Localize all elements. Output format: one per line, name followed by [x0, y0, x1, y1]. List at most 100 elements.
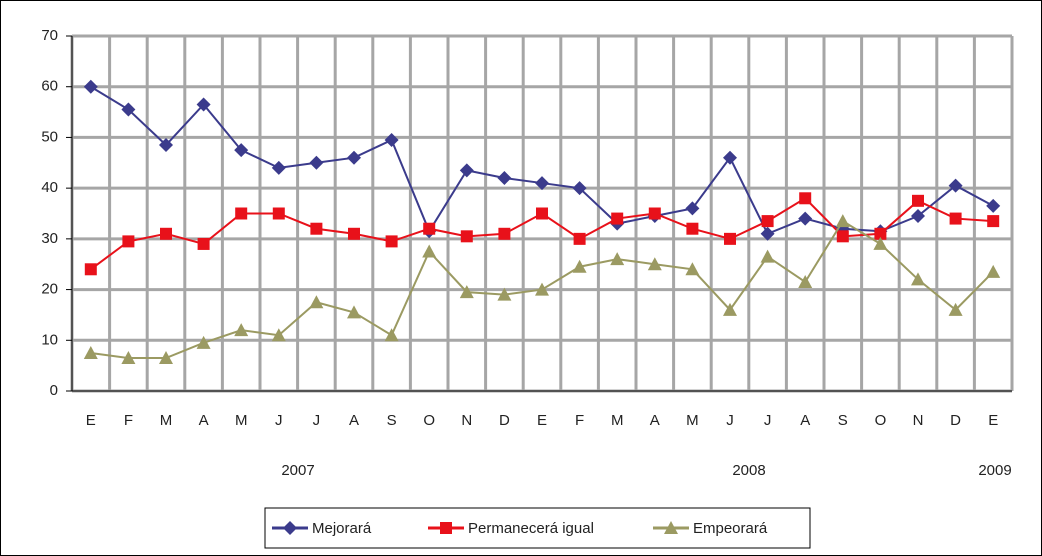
marker — [911, 272, 925, 286]
marker — [873, 236, 888, 250]
marker — [160, 227, 172, 240]
legend-marker — [440, 522, 452, 534]
marker — [685, 262, 700, 276]
marker — [310, 222, 323, 235]
marker — [197, 237, 210, 250]
marker — [384, 132, 399, 147]
marker — [423, 222, 436, 235]
marker — [235, 207, 248, 220]
x-tick-label: M — [160, 412, 173, 429]
marker — [798, 211, 813, 226]
x-tick-label: E — [537, 412, 547, 429]
y-tick-label: 10 — [41, 331, 58, 348]
marker — [497, 171, 512, 185]
marker — [384, 328, 399, 342]
marker — [121, 102, 136, 117]
x-tick-label: A — [650, 412, 660, 429]
marker — [536, 207, 548, 220]
marker — [83, 345, 98, 359]
marker — [83, 79, 98, 94]
marker — [234, 323, 249, 337]
x-tick-label: M — [686, 412, 699, 429]
marker — [159, 138, 173, 153]
marker — [234, 143, 249, 158]
y-tick-label: 40 — [41, 179, 58, 196]
x-tick-label: A — [800, 412, 810, 429]
marker — [271, 160, 286, 175]
marker — [460, 230, 473, 243]
marker — [422, 244, 437, 258]
marker — [874, 227, 887, 240]
marker — [347, 305, 361, 319]
marker — [760, 226, 775, 241]
x-tick-label: A — [199, 412, 209, 429]
x-tick-label: J — [275, 412, 283, 429]
legend-box — [264, 507, 811, 549]
marker — [986, 264, 1001, 278]
x-tick-label: N — [913, 412, 924, 429]
marker — [122, 235, 135, 248]
marker — [836, 230, 849, 243]
marker — [309, 295, 324, 309]
marker — [760, 249, 775, 263]
marker — [309, 155, 324, 170]
marker — [459, 285, 474, 299]
y-tick-label: 30 — [41, 230, 58, 247]
legend-label: Empeorará — [693, 520, 768, 537]
marker — [498, 227, 511, 240]
marker — [459, 163, 474, 178]
marker — [535, 176, 549, 191]
marker — [685, 201, 700, 216]
year-label: 2009 — [978, 462, 1011, 479]
marker — [196, 97, 211, 112]
x-tick-label: D — [950, 412, 961, 429]
marker — [84, 263, 97, 276]
x-tick-label: O — [875, 412, 887, 429]
marker — [911, 209, 925, 224]
year-label: 2007 — [281, 462, 314, 479]
marker — [724, 232, 736, 245]
marker — [986, 198, 1001, 213]
x-tick-label: E — [86, 412, 96, 429]
marker — [949, 212, 962, 225]
x-tick-label: J — [313, 412, 321, 429]
marker — [347, 150, 361, 165]
marker — [572, 181, 587, 196]
legend-label: Mejorará — [312, 520, 372, 537]
marker — [761, 215, 774, 228]
marker — [611, 212, 624, 225]
marker — [348, 227, 360, 240]
y-tick-label: 0 — [50, 382, 58, 399]
marker — [573, 232, 586, 245]
marker — [572, 259, 587, 273]
x-tick-label: A — [349, 412, 359, 429]
marker — [648, 207, 661, 220]
marker — [987, 215, 1000, 228]
legend-marker — [664, 521, 678, 534]
marker — [948, 178, 963, 193]
marker — [271, 328, 286, 342]
marker — [799, 192, 812, 205]
marker — [647, 257, 662, 271]
marker — [948, 302, 963, 316]
marker — [159, 351, 173, 365]
x-tick-label: J — [764, 412, 772, 429]
x-tick-label: M — [611, 412, 624, 429]
marker — [497, 287, 512, 301]
y-tick-label: 20 — [41, 281, 58, 298]
x-tick-label: J — [726, 412, 734, 429]
legend-marker — [283, 521, 297, 535]
marker — [835, 214, 850, 228]
x-tick-label: E — [988, 412, 998, 429]
marker — [196, 335, 211, 349]
marker — [912, 194, 924, 207]
x-tick-label: S — [838, 412, 848, 429]
y-tick-label: 60 — [41, 78, 58, 95]
marker — [798, 274, 813, 288]
x-tick-label: F — [575, 412, 584, 429]
legend-label: Permanecerá igual — [468, 520, 594, 537]
marker — [385, 235, 398, 248]
x-tick-label: F — [124, 412, 133, 429]
